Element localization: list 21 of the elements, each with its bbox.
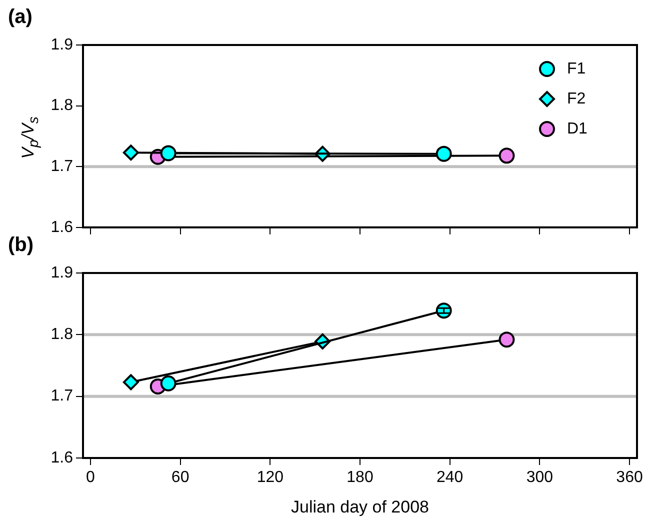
y-tick-label: 1.9 [50, 264, 74, 282]
y-tick-label: 1.9 [50, 36, 74, 54]
y-tick-label: 1.8 [50, 97, 74, 114]
legend-label: F1 [567, 60, 586, 78]
y-tick-label: 1.6 [50, 218, 74, 236]
x-tick-label: 60 [171, 469, 190, 486]
x-tick-label: 0 [86, 469, 96, 486]
chart-title: (b) [8, 234, 34, 257]
x-axis-title: Julian day of 2008 [291, 497, 429, 516]
y-tick-label: 1.6 [50, 449, 74, 466]
x-tick-label: 120 [256, 469, 284, 486]
x-tick-label: 180 [346, 469, 374, 486]
y-tick-label: 1.7 [50, 388, 74, 405]
legend-label: F2 [567, 90, 586, 108]
chart-title: (a) [8, 6, 32, 29]
x-tick-label: 240 [436, 469, 464, 486]
y-tick-label: 1.8 [50, 326, 74, 344]
y-tick-label: 1.7 [50, 158, 74, 176]
legend-label: D1 [567, 120, 588, 138]
x-tick-label: 360 [616, 469, 643, 486]
x-tick-label: 300 [526, 469, 554, 486]
